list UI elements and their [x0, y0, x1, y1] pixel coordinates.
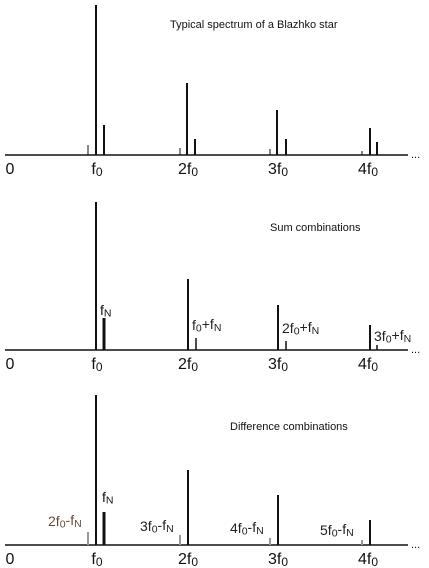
axis-label: 2f0 — [178, 161, 198, 179]
line-label: 3f0-fN — [140, 517, 174, 536]
line-label: 5f0-fN — [320, 521, 354, 540]
panel-title: Difference combinations — [230, 421, 348, 433]
axis-label: 4f0 — [358, 551, 378, 568]
axis-label: 3f0 — [268, 356, 288, 374]
axis-label: 4f0 — [358, 356, 378, 374]
axis-label: 2f0 — [178, 551, 198, 568]
axis-label: 0 — [6, 356, 15, 373]
axis-label: f0 — [91, 356, 102, 374]
line-label: 3f0+fN — [374, 327, 411, 346]
axis-label: 0 — [6, 551, 15, 568]
axis-label: 3f0 — [268, 551, 288, 568]
axis-label: 2f0 — [178, 356, 198, 374]
line-label: fN — [102, 489, 113, 507]
axis-label: 3f0 — [268, 161, 288, 179]
axis-ellipsis: ... — [411, 149, 420, 161]
axis-label: f0 — [91, 161, 102, 179]
axis-ellipsis: ... — [411, 539, 420, 551]
panel-title: Sum combinations — [270, 222, 361, 234]
line-label: f0+fN — [192, 316, 221, 335]
axis-ellipsis: ... — [411, 344, 420, 356]
line-label: 2f0+fN — [282, 319, 319, 338]
axis-label: 4f0 — [358, 161, 378, 179]
line-label: 2f0-fN — [48, 512, 82, 531]
axis-label: f0 — [91, 551, 102, 568]
line-label: 4f0-fN — [230, 519, 264, 538]
axis-label: 0 — [6, 161, 15, 178]
panel-title: Typical spectrum of a Blazhko star — [170, 19, 338, 31]
line-label: fN — [100, 302, 111, 320]
